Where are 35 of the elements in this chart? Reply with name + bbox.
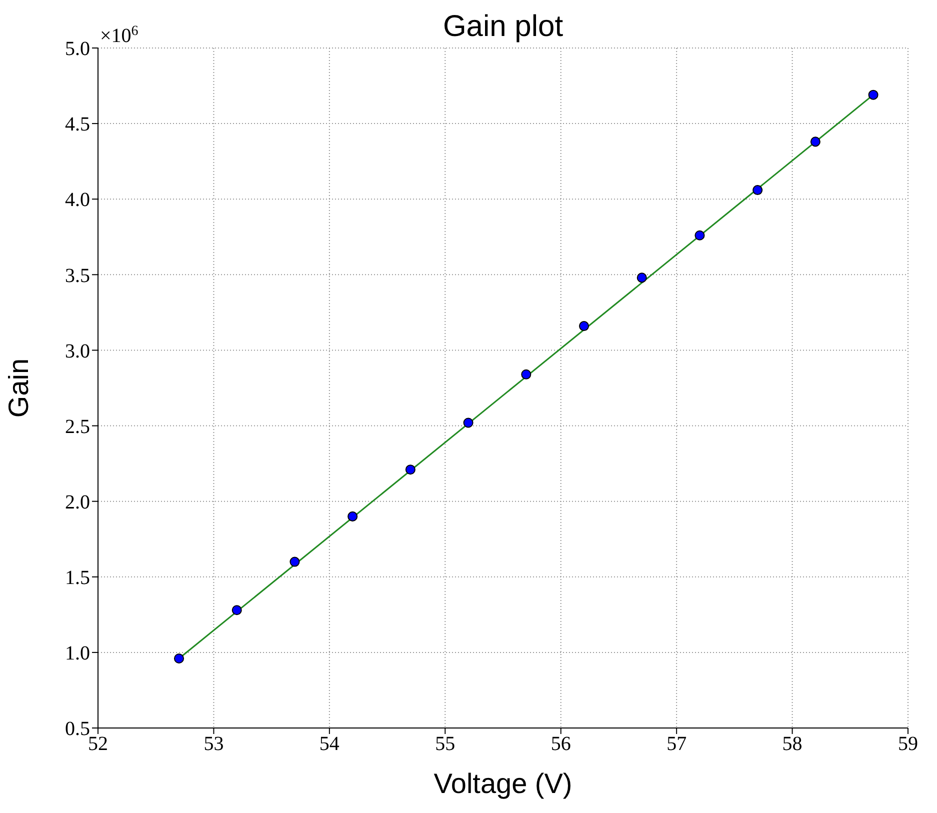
point	[636, 272, 647, 283]
x-tick-label: 53	[204, 733, 224, 756]
y-tick-label: 2.5	[65, 416, 90, 438]
y-tick-label: 2.0	[65, 491, 90, 514]
point	[348, 511, 358, 522]
point	[290, 556, 300, 567]
point	[694, 230, 705, 240]
x-tick-label: 59	[898, 733, 918, 756]
chart-title: Gain plot	[442, 10, 564, 43]
y-tick-label: 3.5	[65, 264, 90, 287]
y-tick-label: 1.0	[65, 642, 90, 665]
point	[868, 90, 878, 100]
point	[232, 605, 242, 616]
x-tick-label: 56	[550, 733, 571, 756]
text: ×10$^{6}$	[100, 24, 138, 47]
point	[463, 418, 474, 428]
point	[810, 136, 820, 147]
y-tick-label: 4.0	[65, 189, 90, 212]
point	[174, 653, 184, 664]
y-tick-label: 1.5	[65, 566, 90, 589]
point	[405, 464, 416, 475]
point	[521, 369, 532, 380]
x-tick-label: 54	[319, 733, 340, 756]
x-tick-label: 57	[666, 733, 687, 756]
y-tick-label: 0.5	[65, 718, 90, 740]
x-axis-title: Voltage (V)	[434, 768, 572, 799]
y-tick-label: 4.5	[65, 114, 90, 136]
point	[578, 321, 590, 332]
y-tick-label: 3.0	[65, 340, 90, 362]
x-tick-label: 58	[782, 733, 802, 756]
y-axis-title: Gain	[2, 358, 34, 418]
y-tick-label: 5.0	[65, 38, 90, 60]
x-tick-label: 55	[435, 733, 456, 756]
x-tick-label: 52	[88, 733, 108, 756]
point	[752, 185, 763, 196]
